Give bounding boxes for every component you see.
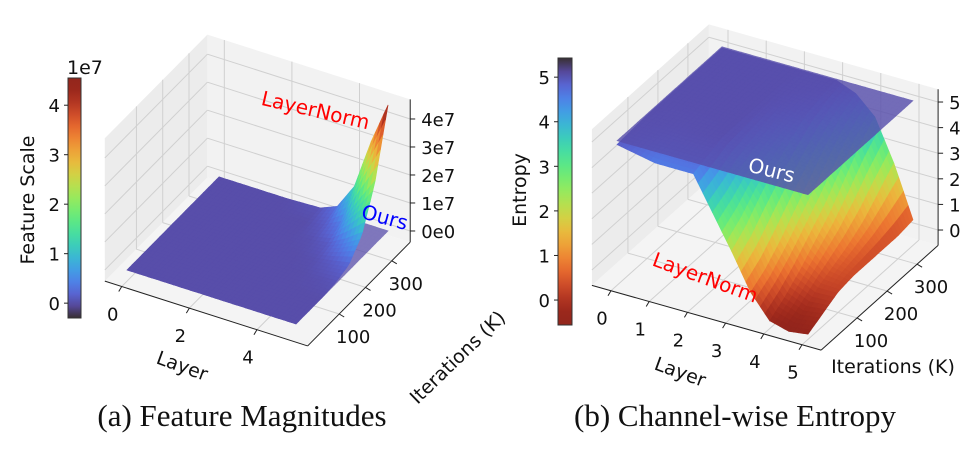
grid-line — [104, 165, 208, 271]
y-tick-label: 200 — [362, 300, 396, 321]
grid-line — [104, 53, 208, 159]
y-tick — [391, 260, 398, 265]
colorbar-tick-label: 3 — [49, 146, 60, 167]
z-tick-label: 1e7 — [421, 194, 455, 215]
panel-a-feature-magnitudes: 0 2 4 100 200 300 0e0 1e7 2e7 3e7 4e7 0 1 2 3 4 1e7 Fe… — [17, 34, 510, 409]
grid-line — [104, 137, 208, 243]
grid-line — [104, 81, 208, 187]
y-tick-label: 100 — [336, 327, 370, 348]
grid-line — [207, 165, 411, 232]
colorbar-tick-label: 1 — [49, 245, 60, 266]
colorbar-tick-label: 0 — [49, 294, 60, 315]
grid-line — [104, 109, 208, 215]
colorbar-ticks: 0 1 2 3 4 — [49, 96, 68, 315]
grid-line — [207, 53, 411, 120]
x-tick — [185, 307, 190, 314]
grid-line — [207, 137, 411, 204]
z-tick-label: 4e7 — [421, 110, 455, 131]
x-tick-label: 0 — [107, 305, 118, 326]
x-tick-label: 4 — [242, 348, 253, 369]
y-tick — [365, 286, 371, 291]
colorbar — [67, 77, 82, 319]
x-axis-label: Layer — [153, 347, 210, 386]
colorbar-offset-label: 1e7 — [67, 57, 103, 79]
left-pane — [104, 34, 208, 282]
surface-layernorm — [126, 104, 389, 325]
x-tick-label: 2 — [175, 326, 186, 347]
x-tick — [118, 286, 123, 292]
z-tick-label: 0e0 — [421, 222, 455, 243]
colorbar-tick-label: 4 — [49, 96, 60, 117]
colorbar-tick-label: 2 — [49, 195, 60, 216]
z-tick-label: 2e7 — [421, 166, 455, 187]
surface-plot — [126, 104, 389, 325]
y-tick-label: 300 — [389, 274, 423, 295]
z-tick-label: 3e7 — [421, 138, 455, 159]
x-tick — [253, 329, 258, 335]
y-tick — [338, 313, 345, 318]
y-axis-label: Iterations (K) — [406, 307, 510, 409]
colorbar-label: Feature Scale — [17, 136, 39, 265]
